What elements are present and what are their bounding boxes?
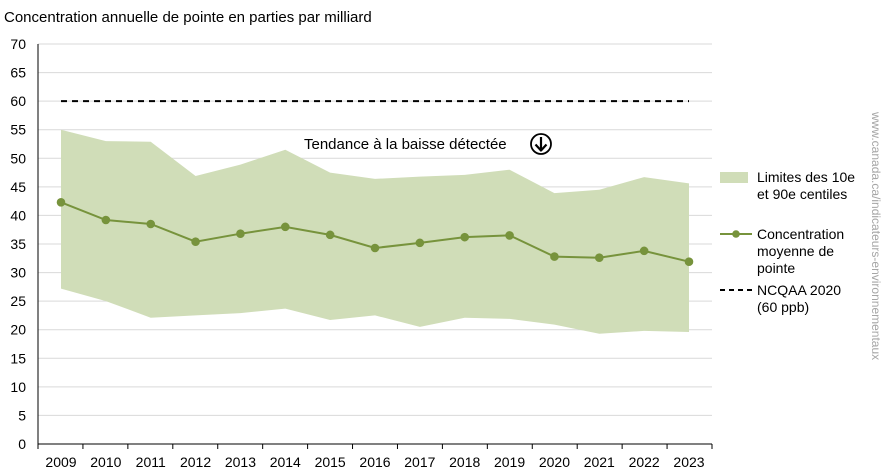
x-tick-labels: 2009 2010 2011 2012 2013 2014 2015 2016 2017 2018… — [45, 454, 704, 470]
y-tick-label-0: 0 — [18, 436, 26, 452]
data-point-2021 — [594, 253, 604, 263]
x-tick-label-2017: 2017 — [404, 454, 435, 470]
x-tick-label-2020: 2020 — [539, 454, 570, 470]
data-point-2012 — [191, 237, 200, 247]
down-arrow-icon — [530, 133, 552, 155]
y-tick-label-15: 15 — [10, 350, 26, 366]
trend-annotation: Tendance à la baisse détectée — [304, 133, 552, 155]
x-tick-label-2021: 2021 — [584, 454, 615, 470]
data-point-2017 — [415, 238, 425, 248]
legend-swatch-marker — [732, 230, 740, 238]
y-tick-label-65: 65 — [10, 65, 26, 81]
x-tick-label-2013: 2013 — [225, 454, 256, 470]
mean-line-layer — [56, 197, 694, 267]
x-tick-label-2016: 2016 — [359, 454, 390, 470]
y-tick-labels: 0 5 10 15 20 25 30 35 40 45 50 55 60 65 70 — [10, 36, 26, 452]
y-tick-label-55: 55 — [10, 122, 26, 138]
axes — [37, 44, 713, 449]
y-tick-label-30: 30 — [10, 265, 26, 281]
x-tick-label-2023: 2023 — [673, 454, 704, 470]
x-tick-label-2015: 2015 — [315, 454, 346, 470]
x-tick-label-2018: 2018 — [449, 454, 480, 470]
data-point-2020 — [550, 252, 559, 261]
y-tick-label-60: 60 — [10, 93, 26, 109]
x-tick-label-2014: 2014 — [270, 454, 301, 470]
legend-label-dashed: NCQAA 2020 — [757, 282, 841, 298]
data-point-2011 — [146, 219, 156, 229]
legend-label-dashed: (60 ppb) — [757, 299, 809, 315]
data-point-2018 — [460, 232, 470, 242]
side-note: www.canada.ca/indicateurs-environnementa… — [869, 111, 883, 360]
data-point-2015 — [325, 230, 335, 240]
y-tick-label-25: 25 — [10, 293, 26, 309]
percentile-band — [61, 129, 689, 334]
y-tick-label-35: 35 — [10, 236, 26, 252]
data-point-2022 — [639, 246, 649, 256]
data-point-2013 — [236, 229, 245, 239]
percentile-band-layer — [61, 129, 689, 334]
data-point-2019 — [505, 231, 514, 240]
y-tick-label-10: 10 — [10, 379, 26, 395]
legend-label-line: Concentration — [757, 226, 844, 242]
x-tick-label-2009: 2009 — [45, 454, 76, 470]
data-point-2009 — [56, 197, 66, 207]
x-tick-label-2010: 2010 — [90, 454, 121, 470]
y-tick-label-5: 5 — [18, 407, 26, 423]
legend-label-band: et 90e centiles — [757, 186, 847, 202]
data-point-2010 — [101, 215, 111, 225]
y-tick-label-40: 40 — [10, 207, 26, 223]
y-tick-label-70: 70 — [10, 36, 26, 52]
y-tick-label-45: 45 — [10, 179, 26, 195]
legend-label-line: moyenne de — [757, 243, 834, 259]
y-tick-label-50: 50 — [10, 150, 26, 166]
data-point-2016 — [370, 243, 380, 253]
x-tick-label-2011: 2011 — [136, 454, 166, 470]
legend-label-band: Limites des 10e — [757, 169, 855, 185]
x-tick-label-2012: 2012 — [180, 454, 211, 470]
x-tick-label-2019: 2019 — [494, 454, 525, 470]
y-tick-label-20: 20 — [10, 322, 26, 338]
x-tick-label-2022: 2022 — [629, 454, 660, 470]
chart-title: Concentration annuelle de pointe en part… — [4, 9, 372, 26]
data-point-2014 — [280, 222, 290, 232]
trend-annotation-text: Tendance à la baisse détectée — [304, 136, 507, 153]
legend-label-line: pointe — [757, 260, 795, 276]
legend-swatch-band — [720, 172, 748, 183]
data-point-2023 — [684, 257, 694, 267]
